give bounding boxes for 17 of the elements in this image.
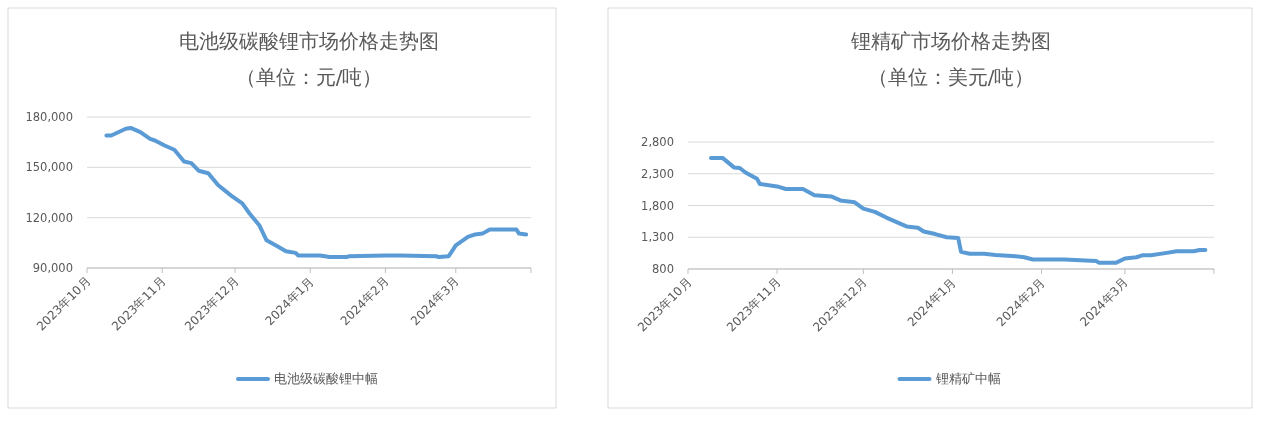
y-tick-label: 1,300 (641, 230, 674, 245)
y-tick-label: 800 (652, 262, 674, 276)
chart-subtitle: （单位：美元/吨） (867, 65, 1035, 89)
line-series (708, 155, 1208, 265)
y-tick-label: 90,000 (32, 261, 73, 275)
line-series (104, 125, 529, 260)
y-tick-label: 150,000 (25, 160, 73, 175)
chart-subtitle: （单位：元/吨） (235, 65, 383, 89)
y-tick-label: 120,000 (25, 210, 73, 225)
y-tick-label: 180,000 (25, 110, 73, 124)
y-tick-label: 2,300 (641, 166, 674, 181)
legend-label: 电池级碳酸锂中幅 (274, 371, 378, 386)
legend-label: 锂精矿中幅 (934, 371, 1001, 386)
y-tick-label: 2,800 (641, 135, 674, 149)
y-tick-label: 1,800 (641, 198, 674, 213)
chart-title: 电池级碳酸锂市场价格走势图 (179, 29, 439, 53)
chart-title: 锂精矿市场价格走势图 (850, 29, 1051, 53)
